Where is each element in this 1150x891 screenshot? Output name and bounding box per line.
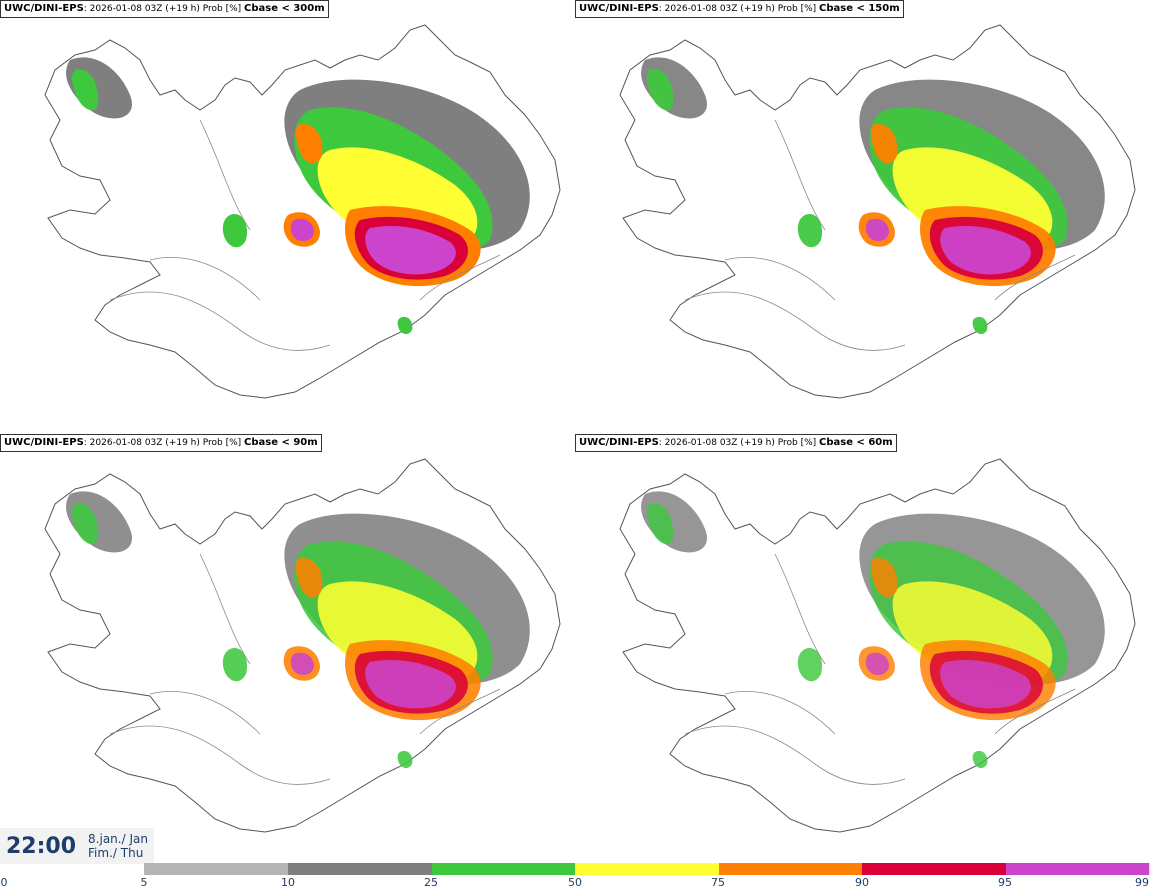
- map-contour-lines: [684, 119, 1076, 351]
- probability-area: [940, 659, 1031, 709]
- probability-area: [870, 124, 898, 164]
- probability-area: [972, 316, 988, 335]
- probability-area: [222, 214, 248, 248]
- probability-area: [365, 659, 456, 709]
- tick-label: 25: [424, 876, 438, 889]
- panel-title: UWC/DINI-EPS: 2026-01-08 03Z (+19 h) Pro…: [0, 0, 329, 18]
- probability-area: [397, 750, 413, 769]
- probability-area: [290, 218, 314, 241]
- panel-title: UWC/DINI-EPS: 2026-01-08 03Z (+19 h) Pro…: [575, 0, 904, 18]
- legend-segment: [288, 863, 432, 875]
- colorbar-ticks: 0 5 10 25 50 75 90 95 99: [0, 876, 1150, 890]
- map-contour-lines: [109, 119, 501, 351]
- legend-segment: [1006, 863, 1149, 875]
- probability-colorbar: [144, 863, 1150, 875]
- probability-area: [865, 218, 889, 241]
- tick-label: 0: [0, 876, 8, 889]
- iceland-map: [44, 24, 561, 399]
- probability-area: [295, 558, 323, 598]
- tick-label: 50: [568, 876, 582, 889]
- map-panel-cbase-90: UWC/DINI-EPS: 2026-01-08 03Z (+19 h) Pro…: [0, 434, 575, 871]
- iceland-map: [619, 24, 1136, 399]
- legend-segment: [144, 863, 288, 875]
- map-panel-cbase-300: UWC/DINI-EPS: 2026-01-08 03Z (+19 h) Pro…: [0, 0, 575, 437]
- probability-area: [222, 648, 248, 682]
- valid-time: 22:00: [6, 833, 77, 859]
- map-contour-lines: [109, 553, 501, 785]
- tick-label: 99: [1135, 876, 1149, 889]
- probability-area: [647, 503, 674, 545]
- map-panel-cbase-60: UWC/DINI-EPS: 2026-01-08 03Z (+19 h) Pro…: [575, 434, 1150, 871]
- map-contour-lines: [684, 553, 1076, 785]
- iceland-map: [44, 458, 561, 833]
- legend-segment: [719, 863, 862, 875]
- legend-segment: [575, 863, 719, 875]
- legend-segment: [862, 863, 1006, 875]
- tick-label: 95: [998, 876, 1012, 889]
- probability-area: [870, 558, 898, 598]
- tick-label: 10: [281, 876, 295, 889]
- probability-area: [972, 750, 988, 769]
- probability-area: [797, 648, 823, 682]
- probability-area: [865, 652, 889, 675]
- valid-date: 8.jan./ Jan Fim./ Thu: [88, 832, 148, 860]
- panel-title: UWC/DINI-EPS: 2026-01-08 03Z (+19 h) Pro…: [0, 434, 322, 452]
- tick-label: 5: [140, 876, 148, 889]
- probability-area: [365, 225, 456, 275]
- probability-area: [295, 124, 323, 164]
- probability-area: [72, 69, 99, 111]
- probability-area: [797, 214, 823, 248]
- legend-segment: [432, 863, 575, 875]
- tick-label: 90: [855, 876, 869, 889]
- panel-title: UWC/DINI-EPS: 2026-01-08 03Z (+19 h) Pro…: [575, 434, 897, 452]
- probability-area: [72, 503, 99, 545]
- map-panel-cbase-150: UWC/DINI-EPS: 2026-01-08 03Z (+19 h) Pro…: [575, 0, 1150, 437]
- valid-time-box: 22:00 8.jan./ Jan Fim./ Thu: [0, 828, 154, 864]
- valid-date-line2: Fim./ Thu: [88, 846, 144, 860]
- probability-area: [290, 652, 314, 675]
- probability-area: [647, 69, 674, 111]
- tick-label: 75: [711, 876, 725, 889]
- probability-area: [397, 316, 413, 335]
- probability-area: [940, 225, 1031, 275]
- valid-date-line1: 8.jan./ Jan: [88, 832, 148, 846]
- iceland-map: [619, 458, 1136, 833]
